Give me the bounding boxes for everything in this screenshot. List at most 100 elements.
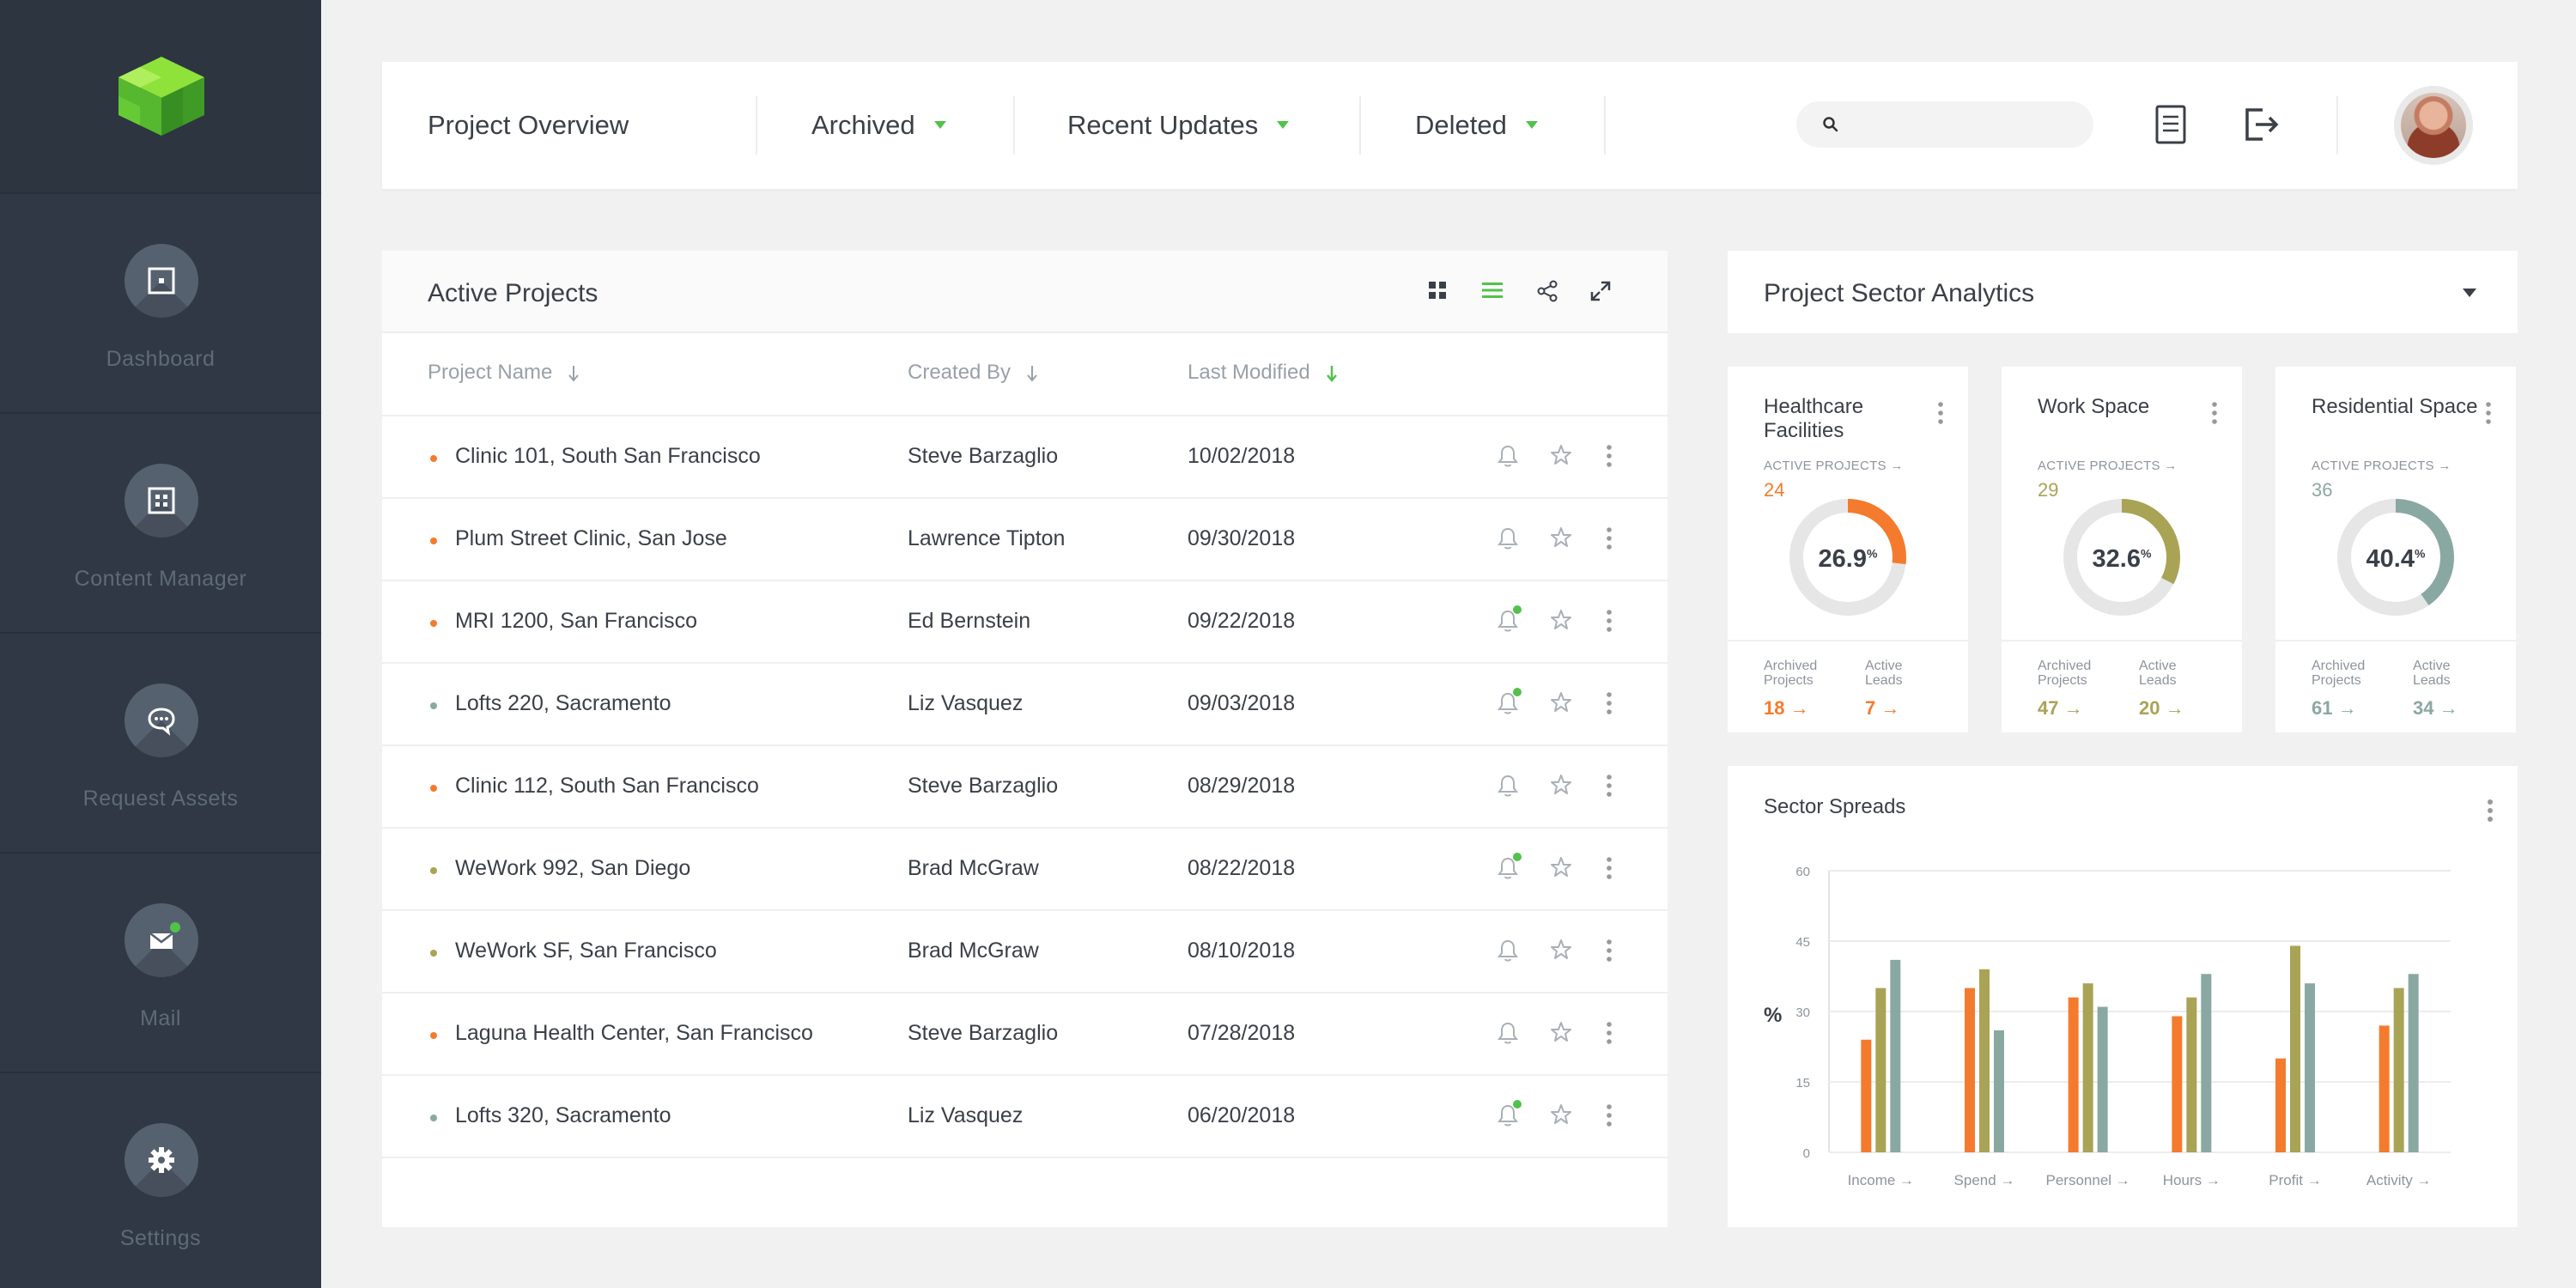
more-options-icon[interactable] [1937, 401, 1944, 425]
bell-icon[interactable] [1497, 444, 1519, 468]
active-leads-count[interactable]: 7 → [1865, 697, 1900, 719]
sidebar-item-content-manager[interactable]: Content Manager [0, 416, 321, 634]
active-projects-link[interactable]: ACTIVE PROJECTS → [1764, 459, 1904, 473]
project-name[interactable]: Laguna Health Center, San Francisco [455, 1021, 813, 1045]
more-options-icon[interactable] [1606, 609, 1613, 633]
table-row[interactable]: Laguna Health Center, San Francisco Steve… [382, 992, 1668, 1074]
active-projects-link[interactable]: ACTIVE PROJECTS → [2038, 459, 2178, 473]
star-icon[interactable] [1550, 444, 1572, 466]
star-icon[interactable] [1550, 526, 1572, 549]
sector-card[interactable]: Healthcare Facilities ACTIVE PROJECTS → 24… [1728, 367, 1968, 732]
sector-card[interactable]: Residential Space ACTIVE PROJECTS → 36 40.… [2275, 367, 2516, 732]
more-options-icon[interactable] [1606, 526, 1613, 550]
project-name[interactable]: Plum Street Clinic, San Jose [455, 526, 727, 550]
bar[interactable] [1994, 1030, 2004, 1152]
bell-icon[interactable] [1497, 609, 1519, 633]
x-tick-label[interactable]: Activity → [2366, 1172, 2432, 1188]
project-name[interactable]: WeWork SF, San Francisco [455, 939, 717, 963]
table-row[interactable]: WeWork 992, San Diego Brad McGraw 08/22/20… [382, 827, 1668, 909]
search-input[interactable] [1848, 110, 2080, 139]
bar[interactable] [2172, 1016, 2183, 1152]
share-icon[interactable] [1536, 280, 1558, 302]
more-options-icon[interactable] [1606, 1103, 1613, 1127]
more-options-icon[interactable] [2485, 401, 2492, 425]
x-tick-label[interactable]: Personnel → [2046, 1172, 2130, 1188]
archived-projects-count[interactable]: 61 → [2312, 697, 2357, 719]
archived-dropdown[interactable]: Archived [811, 110, 946, 141]
x-tick-label[interactable]: Hours → [2163, 1172, 2221, 1188]
bar[interactable] [2201, 974, 2212, 1152]
active-leads-count[interactable]: 20 → [2139, 697, 2184, 719]
sector-analytics-header[interactable]: Project Sector Analytics [1728, 251, 2518, 333]
project-name[interactable]: Lofts 320, Sacramento [455, 1103, 671, 1127]
more-options-icon[interactable] [1606, 691, 1613, 715]
project-name[interactable]: Clinic 112, South San Francisco [455, 774, 759, 798]
bell-icon[interactable] [1497, 939, 1519, 963]
logo[interactable] [0, 0, 321, 194]
bell-icon[interactable] [1497, 526, 1519, 550]
sidebar-item-dashboard[interactable]: Dashboard [0, 196, 321, 414]
bell-icon[interactable] [1497, 1103, 1519, 1127]
expand-icon[interactable] [1589, 280, 1612, 302]
bar[interactable] [2068, 997, 2079, 1152]
star-icon[interactable] [1550, 691, 1572, 714]
more-options-icon[interactable] [1606, 774, 1613, 798]
deleted-dropdown[interactable]: Deleted [1415, 110, 1538, 141]
sector-card[interactable]: Work Space ACTIVE PROJECTS → 29 32.6% Archi… [2002, 367, 2242, 732]
star-icon[interactable] [1550, 856, 1572, 878]
bar[interactable] [2097, 1006, 2108, 1152]
bar[interactable] [2305, 983, 2315, 1152]
more-options-icon[interactable] [1606, 1021, 1613, 1045]
archived-projects-count[interactable]: 47 → [2038, 697, 2083, 719]
table-row[interactable]: WeWork SF, San Francisco Brad McGraw 08/10… [382, 909, 1668, 992]
logout-icon[interactable] [2244, 105, 2281, 144]
document-icon[interactable] [2155, 105, 2186, 144]
bell-icon[interactable] [1497, 856, 1519, 880]
table-row[interactable]: Lofts 220, Sacramento Liz Vasquez 09/03/20… [382, 662, 1668, 744]
x-tick-label[interactable]: Spend → [1954, 1172, 2015, 1188]
search-box[interactable] [1796, 101, 2093, 148]
star-icon[interactable] [1550, 939, 1572, 961]
bar[interactable] [2275, 1058, 2286, 1152]
bar[interactable] [1875, 987, 1886, 1152]
column-header-project-name[interactable]: Project Name [428, 361, 580, 385]
project-name[interactable]: Lofts 220, Sacramento [455, 691, 671, 715]
sidebar-item-request-assets[interactable]: Request Assets [0, 635, 321, 854]
bar[interactable] [2408, 974, 2419, 1152]
column-header-last-modified[interactable]: Last Modified [1188, 361, 1338, 385]
more-options-icon[interactable] [1606, 856, 1613, 880]
project-name[interactable]: MRI 1200, San Francisco [455, 609, 698, 633]
bar[interactable] [1979, 969, 1990, 1152]
bell-icon[interactable] [1497, 1021, 1519, 1045]
x-tick-label[interactable]: Income → [1848, 1172, 1914, 1188]
project-name[interactable]: Clinic 101, South San Francisco [455, 444, 761, 468]
bar[interactable] [2290, 945, 2300, 1152]
project-name[interactable]: WeWork 992, San Diego [455, 856, 691, 880]
bar[interactable] [1965, 987, 1975, 1152]
grid-view-icon[interactable] [1427, 280, 1448, 301]
table-row[interactable]: Clinic 101, South San Francisco Steve Bar… [382, 415, 1668, 497]
bar[interactable] [1890, 959, 1901, 1152]
bar[interactable] [2186, 997, 2197, 1152]
active-leads-count[interactable]: 34 → [2413, 697, 2458, 719]
more-options-icon[interactable] [1606, 939, 1613, 963]
bar[interactable] [1861, 1039, 1872, 1152]
sidebar-item-mail[interactable]: Mail [0, 855, 321, 1073]
table-row[interactable]: Clinic 112, South San Francisco Steve Bar… [382, 744, 1668, 827]
table-row[interactable]: MRI 1200, San Francisco Ed Bernstein 09/22… [382, 580, 1668, 662]
active-projects-link[interactable]: ACTIVE PROJECTS → [2312, 459, 2451, 473]
star-icon[interactable] [1550, 774, 1572, 796]
bell-icon[interactable] [1497, 691, 1519, 715]
star-icon[interactable] [1550, 609, 1572, 631]
x-tick-label[interactable]: Profit → [2269, 1172, 2321, 1188]
bar[interactable] [2379, 1025, 2390, 1152]
column-header-created-by[interactable]: Created By [908, 361, 1038, 385]
table-row[interactable]: Plum Street Clinic, San Jose Lawrence Tip… [382, 497, 1668, 580]
sidebar-item-settings[interactable]: Settings [0, 1075, 321, 1288]
list-view-icon[interactable] [1481, 280, 1504, 301]
star-icon[interactable] [1550, 1021, 1572, 1043]
archived-projects-count[interactable]: 18 → [1764, 697, 1809, 719]
bar[interactable] [2393, 987, 2404, 1152]
table-row[interactable]: Lofts 320, Sacramento Liz Vasquez 06/20/20… [382, 1074, 1668, 1157]
avatar[interactable] [2394, 86, 2473, 165]
